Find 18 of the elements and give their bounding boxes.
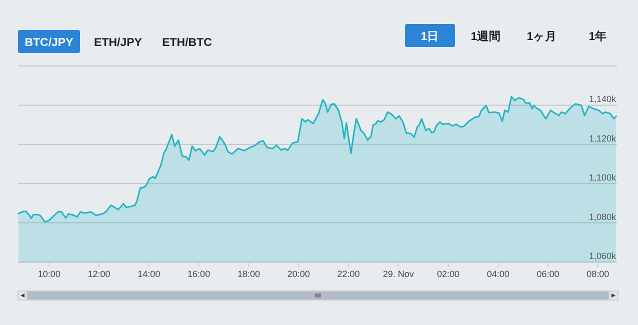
y-tick-label: 1,120k <box>588 133 616 144</box>
x-tick-label: 06:00 <box>536 269 560 279</box>
x-tick-label: 02:00 <box>436 269 460 279</box>
y-tick-label: 1,080k <box>588 212 616 222</box>
x-tick-label: 16:00 <box>188 269 210 279</box>
y-tick-label: 1,100k <box>588 172 616 183</box>
x-tick-label: 04:00 <box>486 269 510 279</box>
x-tick-label: 14:00 <box>138 269 160 279</box>
x-tick-label: 10:00 <box>38 269 60 279</box>
y-tick-label: 1,060k <box>588 251 616 261</box>
x-tick-label: 12:00 <box>88 269 110 279</box>
buttons: BTC/JPY ETH/JPY ETH/BTC 1日 1週間 1ヶ月 1年 <box>18 24 608 53</box>
x-tick-label: 08:00 <box>586 269 610 279</box>
x-tick-label: 18:00 <box>237 269 260 279</box>
y-tick-label: 1,140k <box>588 94 616 104</box>
x-tick-label: 29. Nov <box>382 269 414 279</box>
x-tick-label: 22:00 <box>337 269 360 279</box>
x-tick-label: 20:00 <box>287 269 310 279</box>
